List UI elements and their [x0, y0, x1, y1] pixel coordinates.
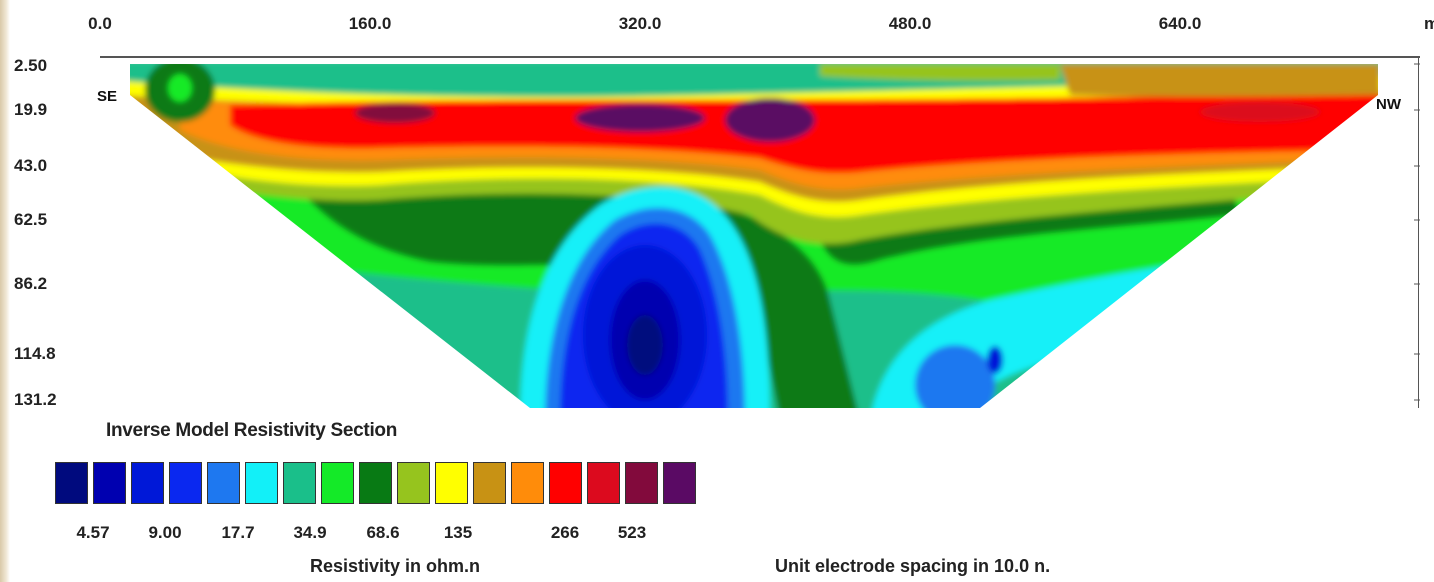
resistivity-pocket [355, 103, 435, 123]
resistivity-pocket [725, 98, 815, 142]
color-scale-swatch [587, 462, 620, 504]
color-scale-swatch [359, 462, 392, 504]
color-scale-swatch [245, 462, 278, 504]
resistivity-pocket [575, 104, 705, 132]
y-tick-label: 86.2 [14, 274, 48, 293]
x-tick-label: 480.0 [888, 14, 932, 33]
x-tick-label: 0.0 [88, 14, 112, 33]
x-axis-line [100, 56, 1420, 58]
color-scale-value: 34.9 [293, 523, 327, 542]
x-axis-unit: m [1424, 14, 1434, 33]
y-tick-label: 19.9 [14, 100, 48, 119]
electrode-spacing-note: Unit electrode spacing in 10.0 n. [775, 556, 1051, 576]
y-tick-label: 131.2 [14, 390, 57, 409]
color-scale-swatch [549, 462, 582, 504]
color-scale-value: 68.6 [366, 523, 400, 542]
color-scale-value: 266 [550, 523, 580, 542]
color-scale-swatch [55, 462, 88, 504]
color-scale-value: 17.7 [221, 523, 255, 542]
chart-title: Inverse Model Resistivity Section [106, 420, 398, 441]
resistivity-body [627, 315, 663, 375]
x-tick-label: 640.0 [1158, 14, 1202, 33]
color-scale-swatch [169, 462, 202, 504]
resistivity-pocket [168, 74, 192, 102]
color-scale-swatch [207, 462, 240, 504]
color-scale-swatch [131, 462, 164, 504]
resistivity-pocket [1200, 102, 1320, 122]
color-scale-label: Resistivity in ohm.n [310, 556, 481, 576]
color-scale-swatch [435, 462, 468, 504]
resistivity-body [915, 345, 995, 408]
y-tick-label: 62.5 [14, 210, 48, 229]
color-scale-swatch [283, 462, 316, 504]
color-scale-swatch [397, 462, 430, 504]
color-scale-swatch [625, 462, 658, 504]
color-scale-swatch [511, 462, 544, 504]
x-tick-label: 320.0 [618, 14, 662, 33]
y-tick-label: 2.50 [14, 56, 48, 75]
color-scale-value: 9.00 [148, 523, 182, 542]
color-scale [55, 462, 696, 504]
image-left-border [0, 0, 10, 582]
profile-start-label: SE [97, 88, 118, 105]
color-scale-swatch [473, 462, 506, 504]
right-axis-line [1418, 56, 1419, 408]
resistivity-body [987, 346, 1003, 374]
resistivity-band [1060, 64, 1378, 97]
resistivity-band [820, 64, 1060, 81]
y-tick-label: 114.8 [14, 344, 56, 363]
color-scale-value: 135 [443, 523, 473, 542]
color-scale-swatch [93, 462, 126, 504]
color-scale-swatch [663, 462, 696, 504]
profile-end-label: NW [1376, 96, 1401, 113]
x-tick-label: 160.0 [348, 14, 392, 33]
y-tick-label: 43.0 [14, 156, 48, 175]
color-scale-value: 4.57 [76, 523, 110, 542]
color-scale-value: 523 [617, 523, 647, 542]
color-scale-swatch [321, 462, 354, 504]
